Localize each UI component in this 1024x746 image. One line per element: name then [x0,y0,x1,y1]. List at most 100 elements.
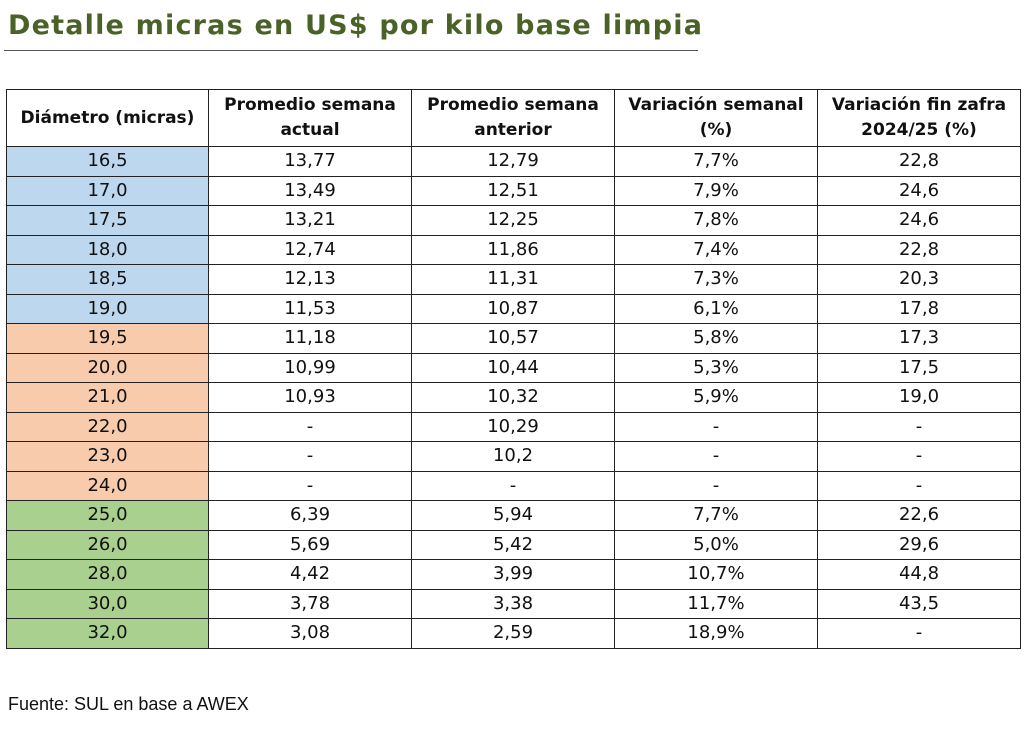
variacion-fin-zafra-cell: 29,6 [817,529,1021,560]
header-row: Diámetro (micras) Promedio semana actual… [6,89,1021,147]
variacion-semanal-cell: - [614,411,818,442]
variacion-fin-zafra-cell: - [817,441,1021,472]
promedio-actual-cell: 10,99 [208,352,412,383]
table-row: 25,0 6,39 5,94 7,7% 22,6 [6,500,1021,531]
variacion-fin-zafra-cell: - [817,411,1021,442]
promedio-actual-cell: 13,21 [208,205,412,236]
promedio-actual-cell: 10,93 [208,382,412,413]
table-row: 30,0 3,78 3,38 11,7% 43,5 [6,588,1021,619]
promedio-anterior-cell: 3,99 [411,559,615,590]
diametro-cell: 21,0 [6,382,209,413]
promedio-actual-cell: - [208,470,412,501]
table-row: 28,0 4,42 3,99 10,7% 44,8 [6,559,1021,590]
variacion-semanal-cell: 7,7% [614,500,818,531]
variacion-semanal-cell: 7,7% [614,146,818,177]
promedio-anterior-cell: 5,42 [411,529,615,560]
table-row: 16,5 13,77 12,79 7,7% 22,8 [6,146,1021,177]
promedio-actual-cell: 12,74 [208,234,412,265]
table-row: 24,0- - - - [6,470,1021,501]
variacion-fin-zafra-cell: 17,5 [817,352,1021,383]
table-row: 22,0-10,29- - [6,411,1021,442]
diametro-cell: 19,5 [6,323,209,354]
diametro-cell: 26,0 [6,529,209,560]
promedio-anterior-cell: 12,51 [411,175,615,206]
promedio-actual-cell: 4,42 [208,559,412,590]
promedio-actual-cell: 13,49 [208,175,412,206]
variacion-fin-zafra-cell: 44,8 [817,559,1021,590]
diametro-cell: 23,0 [6,441,209,472]
variacion-semanal-cell: - [614,470,818,501]
micron-price-table: Diámetro (micras) Promedio semana actual… [6,89,1021,649]
variacion-semanal-cell: 5,8% [614,323,818,354]
table-row: 32,0 3,08 2,59 18,9% - [6,618,1021,649]
table-row: 21,0 10,93 10,32 5,9% 19,0 [6,382,1021,413]
diametro-cell: 17,0 [6,175,209,206]
promedio-anterior-cell: 10,29 [411,411,615,442]
promedio-anterior-cell: - [411,470,615,501]
promedio-actual-cell: 3,78 [208,588,412,619]
promedio-actual-cell: 5,69 [208,529,412,560]
variacion-fin-zafra-cell: 24,6 [817,175,1021,206]
diametro-cell: 22,0 [6,411,209,442]
variacion-semanal-cell: 7,4% [614,234,818,265]
variacion-fin-zafra-cell: - [817,470,1021,501]
page-title: Detalle micras en US$ por kilo base limp… [8,10,704,41]
promedio-anterior-cell: 11,86 [411,234,615,265]
promedio-actual-cell: - [208,411,412,442]
variacion-semanal-cell: 6,1% [614,293,818,324]
promedio-anterior-cell: 3,38 [411,588,615,619]
diametro-cell: 18,0 [6,234,209,265]
promedio-actual-cell: - [208,441,412,472]
promedio-actual-cell: 12,13 [208,264,412,295]
variacion-semanal-cell: 5,3% [614,352,818,383]
diametro-cell: 16,5 [6,146,209,177]
variacion-semanal-cell: 7,3% [614,264,818,295]
variacion-fin-zafra-cell: 17,3 [817,323,1021,354]
promedio-anterior-cell: 10,57 [411,323,615,354]
table-row: 18,5 12,13 11,31 7,3% 20,3 [6,264,1021,295]
variacion-fin-zafra-cell: 24,6 [817,205,1021,236]
source-note: Fuente: SUL en base a AWEX [8,694,249,714]
table-row: 20,0 10,99 10,44 5,3% 17,5 [6,352,1021,383]
variacion-semanal-cell: 18,9% [614,618,818,649]
diametro-cell: 28,0 [6,559,209,590]
promedio-anterior-cell: 10,2 [411,441,615,472]
table-row: 26,0 5,69 5,42 5,0% 29,6 [6,529,1021,560]
table-row: 23,0-10,2- - [6,441,1021,472]
header-variacion-fin-zafra: Variación fin zafra 2024/25 (%) [817,89,1021,147]
table-row: 19,5 11,18 10,57 5,8% 17,3 [6,323,1021,354]
promedio-anterior-cell: 12,79 [411,146,615,177]
diametro-cell: 17,5 [6,205,209,236]
promedio-anterior-cell: 12,25 [411,205,615,236]
variacion-fin-zafra-cell: - [817,618,1021,649]
table-row: 17,0 13,49 12,51 7,9% 24,6 [6,175,1021,206]
promedio-actual-cell: 11,18 [208,323,412,354]
variacion-semanal-cell: 7,8% [614,205,818,236]
header-promedio-anterior: Promedio semana anterior [411,89,615,147]
table-row: 18,0 12,74 11,86 7,4% 22,8 [6,234,1021,265]
table-row: 17,5 13,21 12,25 7,8% 24,6 [6,205,1021,236]
variacion-semanal-cell: 5,9% [614,382,818,413]
variacion-fin-zafra-cell: 22,8 [817,146,1021,177]
diametro-cell: 24,0 [6,470,209,501]
diametro-cell: 32,0 [6,618,209,649]
promedio-actual-cell: 6,39 [208,500,412,531]
header-diametro: Diámetro (micras) [6,89,209,147]
header-variacion-semanal: Variación semanal (%) [614,89,818,147]
promedio-anterior-cell: 10,32 [411,382,615,413]
diametro-cell: 25,0 [6,500,209,531]
table-row: 19,0 11,53 10,87 6,1% 17,8 [6,293,1021,324]
title-underline [4,50,698,51]
variacion-semanal-cell: 5,0% [614,529,818,560]
diametro-cell: 18,5 [6,264,209,295]
promedio-anterior-cell: 10,44 [411,352,615,383]
promedio-anterior-cell: 11,31 [411,264,615,295]
variacion-fin-zafra-cell: 17,8 [817,293,1021,324]
variacion-semanal-cell: - [614,441,818,472]
promedio-anterior-cell: 10,87 [411,293,615,324]
promedio-anterior-cell: 5,94 [411,500,615,531]
variacion-semanal-cell: 7,9% [614,175,818,206]
variacion-fin-zafra-cell: 22,6 [817,500,1021,531]
variacion-semanal-cell: 11,7% [614,588,818,619]
diametro-cell: 20,0 [6,352,209,383]
